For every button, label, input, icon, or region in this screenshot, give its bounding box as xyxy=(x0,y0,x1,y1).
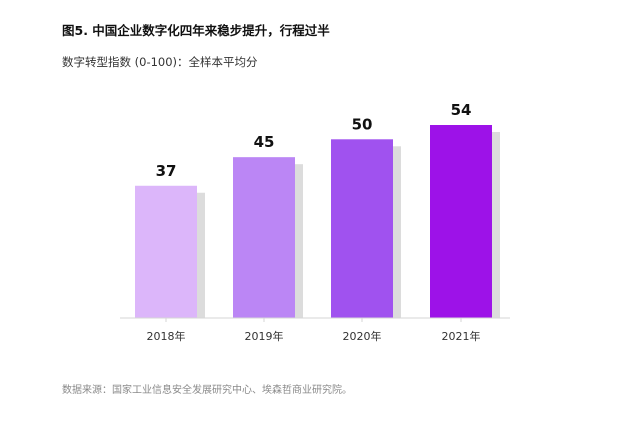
bar-value-label: 50 xyxy=(352,115,373,133)
bar-value-label: 37 xyxy=(156,162,177,180)
category-label: 2021年 xyxy=(442,329,481,343)
category-label: 2019年 xyxy=(245,329,284,343)
bar-value-label: 54 xyxy=(451,101,472,119)
bar xyxy=(430,125,492,318)
bar-value-label: 45 xyxy=(254,133,275,151)
category-label: 2018年 xyxy=(147,329,186,343)
category-label: 2020年 xyxy=(343,329,382,343)
bar xyxy=(331,139,393,318)
source-note: 数据来源：国家工业信息安全发展研究中心、埃森哲商业研究院。 xyxy=(62,385,352,396)
bar xyxy=(135,185,197,318)
chart-title: 图5. 中国企业数字化四年来稳步提升，行程过半 xyxy=(62,23,330,38)
chart-subtitle: 数字转型指数 (0-100)：全样本平均分 xyxy=(62,55,258,69)
bar xyxy=(233,157,295,318)
